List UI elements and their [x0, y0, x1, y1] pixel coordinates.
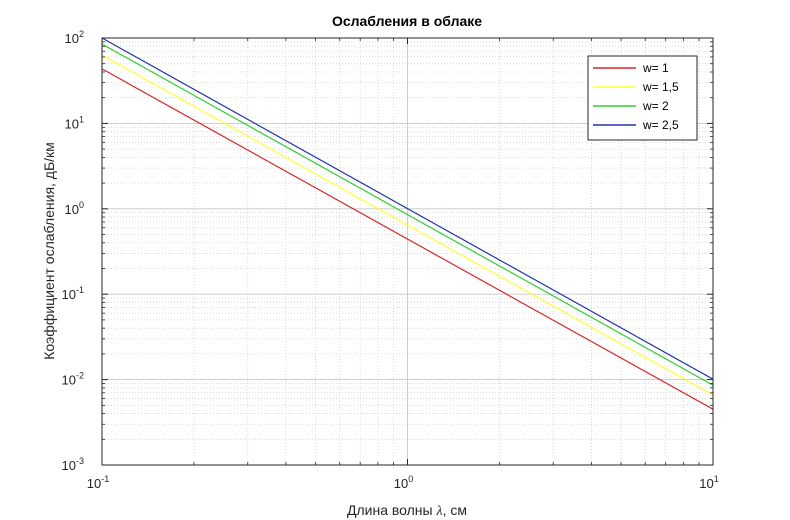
- legend-item: w= 1: [593, 61, 669, 75]
- tick-marks: [101, 37, 714, 466]
- series-lines: [102, 38, 713, 410]
- x-tick-label: 10-1: [87, 474, 109, 491]
- x-tick-label: 101: [699, 474, 718, 491]
- series-line-1: [102, 68, 713, 410]
- x-axis-label: Длина волны λ, см: [347, 502, 467, 519]
- legend-label: w= 2: [642, 99, 669, 113]
- legend-item: w= 2: [593, 99, 669, 113]
- chart-title: Ослабления в облаке: [332, 13, 482, 29]
- legend-label: w= 1: [642, 61, 669, 75]
- y-tick-labels: 10-3 10-2 10-1 100 101 102: [62, 29, 84, 473]
- x-tick-label: 100: [394, 474, 413, 491]
- legend-item: w= 1,5: [593, 80, 679, 94]
- legend: w= 1 w= 1,5 w= 2 w= 2,5: [587, 55, 698, 141]
- y-axis-label: Коэффициент ослабления, дБ/км: [41, 142, 57, 360]
- legend-item: w= 2,5: [593, 118, 679, 132]
- y-tick-label: 100: [65, 200, 84, 217]
- legend-label: w= 2,5: [642, 118, 679, 132]
- legend-box: [587, 55, 698, 141]
- y-tick-label: 10-2: [62, 371, 84, 388]
- y-tick-label: 101: [65, 114, 84, 131]
- y-tick-label: 10-1: [62, 285, 84, 302]
- y-tick-label: 10-3: [62, 456, 84, 473]
- x-tick-labels: 10-1 100 101: [87, 474, 719, 491]
- series-line-4: [102, 38, 713, 380]
- series-line-3: [102, 43, 713, 386]
- legend-label: w= 1,5: [642, 80, 679, 94]
- minor-grid: [102, 38, 713, 465]
- series-line-2: [102, 54, 713, 396]
- y-tick-label: 102: [65, 29, 84, 46]
